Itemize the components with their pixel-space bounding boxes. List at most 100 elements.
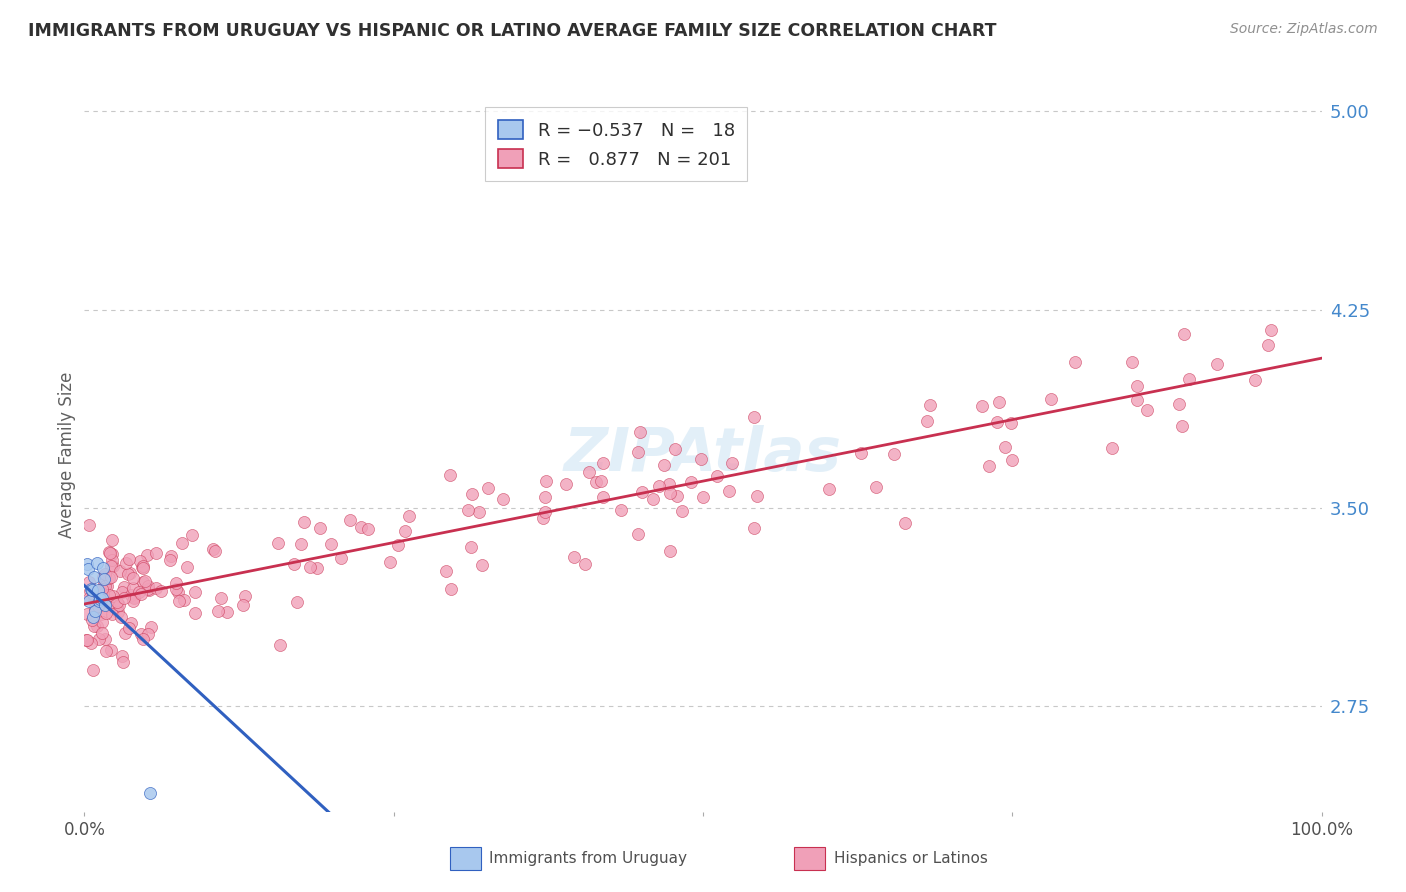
Point bbox=[706, 469, 728, 483]
Point bbox=[665, 489, 688, 503]
Point bbox=[94, 632, 117, 646]
Point bbox=[585, 475, 607, 489]
Point bbox=[108, 564, 131, 578]
Point bbox=[883, 448, 905, 462]
Point bbox=[209, 591, 232, 605]
Point bbox=[77, 562, 100, 576]
Point bbox=[536, 474, 558, 488]
Point bbox=[283, 557, 305, 571]
Point bbox=[76, 558, 98, 572]
Point bbox=[627, 445, 650, 459]
Point bbox=[330, 551, 353, 566]
Point bbox=[128, 584, 150, 599]
Point bbox=[578, 465, 600, 479]
Point bbox=[460, 541, 482, 555]
Point bbox=[83, 569, 105, 583]
Point bbox=[90, 615, 112, 629]
Point bbox=[492, 491, 515, 506]
Point bbox=[91, 625, 114, 640]
Point bbox=[91, 589, 114, 603]
Point bbox=[122, 590, 145, 604]
Point bbox=[132, 559, 155, 574]
Point bbox=[89, 591, 111, 606]
Point bbox=[77, 591, 100, 605]
Point bbox=[111, 585, 134, 599]
Point bbox=[136, 582, 159, 596]
Point bbox=[86, 619, 108, 633]
Point bbox=[84, 604, 107, 618]
Point bbox=[201, 542, 224, 557]
Point bbox=[150, 583, 173, 598]
Point bbox=[129, 587, 152, 601]
Point bbox=[107, 605, 129, 619]
Point bbox=[96, 579, 118, 593]
Point bbox=[378, 555, 401, 569]
Point bbox=[627, 527, 650, 541]
Point bbox=[132, 575, 155, 590]
Point bbox=[574, 557, 596, 571]
Point bbox=[87, 582, 110, 597]
Point bbox=[101, 552, 124, 566]
Point bbox=[204, 544, 226, 558]
Point bbox=[176, 560, 198, 574]
Point bbox=[681, 475, 703, 489]
Point bbox=[101, 589, 124, 603]
Point bbox=[269, 638, 291, 652]
Point bbox=[82, 610, 104, 624]
Point bbox=[120, 588, 142, 602]
Point bbox=[117, 567, 139, 582]
Point bbox=[1260, 322, 1282, 336]
Point bbox=[477, 482, 499, 496]
Point bbox=[100, 569, 122, 583]
Point bbox=[562, 549, 585, 564]
Point bbox=[1178, 372, 1201, 386]
Point bbox=[136, 579, 159, 593]
Point bbox=[76, 632, 98, 647]
Point bbox=[120, 616, 142, 631]
Point bbox=[357, 522, 380, 536]
Point bbox=[658, 477, 681, 491]
Point bbox=[93, 587, 115, 601]
Point bbox=[471, 558, 494, 572]
Point bbox=[849, 445, 872, 459]
Point bbox=[1126, 378, 1149, 392]
Point bbox=[692, 490, 714, 504]
Point bbox=[1173, 326, 1195, 341]
Point bbox=[986, 415, 1008, 429]
Point bbox=[80, 636, 103, 650]
Point bbox=[173, 593, 195, 607]
Point bbox=[118, 622, 141, 636]
Point bbox=[394, 524, 416, 538]
Point bbox=[413, 871, 436, 885]
Text: ZIPAtlas: ZIPAtlas bbox=[564, 425, 842, 484]
Point bbox=[100, 643, 122, 657]
Point bbox=[1064, 355, 1087, 369]
Point bbox=[440, 582, 463, 596]
Point bbox=[387, 538, 409, 552]
Point bbox=[82, 663, 104, 677]
Point bbox=[1125, 393, 1147, 408]
Point bbox=[290, 536, 312, 550]
Point bbox=[105, 595, 128, 609]
Point bbox=[180, 528, 202, 542]
Point bbox=[136, 548, 159, 562]
Point bbox=[118, 552, 141, 566]
Point bbox=[217, 605, 239, 619]
Point bbox=[742, 409, 765, 424]
Point bbox=[112, 591, 135, 605]
Point bbox=[658, 543, 681, 558]
Point bbox=[184, 606, 207, 620]
Point bbox=[994, 440, 1017, 454]
Point bbox=[309, 521, 332, 535]
Point bbox=[350, 520, 373, 534]
Point bbox=[1136, 403, 1159, 417]
Point bbox=[136, 626, 159, 640]
Point bbox=[641, 491, 664, 506]
Point bbox=[86, 556, 108, 570]
Point bbox=[671, 504, 693, 518]
Point bbox=[1243, 373, 1265, 387]
Point bbox=[1168, 397, 1191, 411]
Point bbox=[1171, 418, 1194, 433]
Point bbox=[76, 607, 98, 622]
Point bbox=[747, 489, 769, 503]
